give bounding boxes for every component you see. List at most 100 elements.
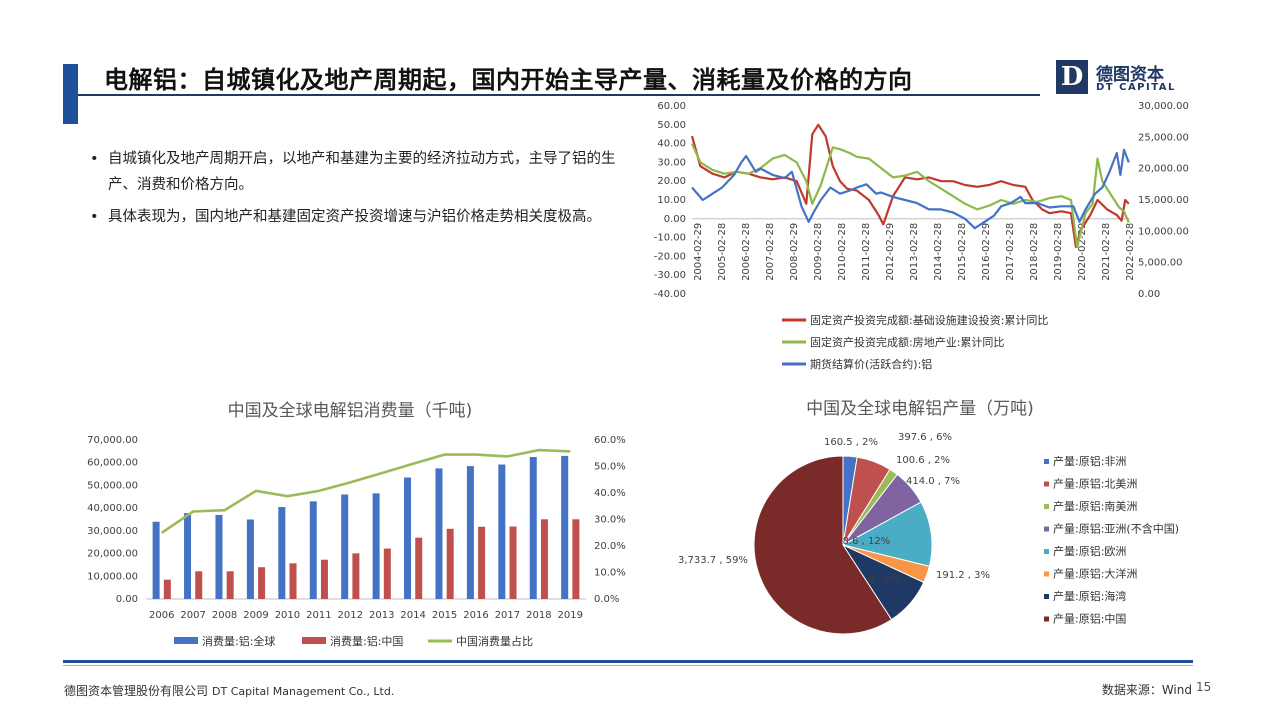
page-number: 15 xyxy=(1196,680,1212,694)
legend-label: 产量:原铝:非洲 xyxy=(1053,454,1126,468)
bar xyxy=(163,579,171,599)
x-tick-label: 2019-02-28 xyxy=(1053,223,1064,281)
legend-label: 产量:原铝:亚洲(不含中国) xyxy=(1053,522,1179,536)
logo-text-en: DT CAPITAL xyxy=(1096,82,1176,93)
x-tick-label: 2011 xyxy=(306,610,331,621)
x-tick-label: 2008-02-29 xyxy=(789,223,800,281)
x-tick-label: 2010-02-28 xyxy=(837,223,848,281)
y-left-tick-label: 0.00 xyxy=(116,594,138,605)
chart-title: 中国及全球电解铝产量（万吨) xyxy=(806,399,1034,419)
bar xyxy=(509,526,517,599)
footer-rule-thin xyxy=(63,665,1193,666)
data-source: 数据来源：Wind xyxy=(1101,683,1192,697)
y-right-tick-label: 20,000.00 xyxy=(1138,164,1189,175)
bar xyxy=(215,514,223,599)
chart-title: 中国及全球电解铝消费量（千吨) xyxy=(228,401,473,421)
footer-company: 德图资本管理股份有限公司 DT Capital Management Co., L… xyxy=(64,682,394,699)
series-line xyxy=(160,448,571,534)
y-right-tick-label: 0.0% xyxy=(594,594,619,605)
x-tick-label: 2012-02-29 xyxy=(885,223,896,281)
pie-data-label: 100.6 , 2% xyxy=(896,455,950,466)
bullet-list: 自城镇化及地产周期开启，以地产和基建为主要的经济拉动方式，主导了铝的生产、消费和… xyxy=(90,146,630,236)
y-left-tick-label: 50.00 xyxy=(657,120,686,131)
bar xyxy=(309,501,317,599)
bar xyxy=(572,519,580,599)
y-left-tick-label: 20,000.00 xyxy=(87,549,138,560)
legend-label: 中国消费量占比 xyxy=(456,634,533,648)
legend-swatch xyxy=(1044,481,1049,487)
y-left-tick-label: 30,000.00 xyxy=(87,526,138,537)
legend-swatch xyxy=(1044,459,1049,464)
legend-swatch xyxy=(1044,526,1049,532)
x-tick-label: 2021-02-28 xyxy=(1101,223,1112,281)
bar xyxy=(258,567,266,599)
pie-data-label: 3,733.7 , 59% xyxy=(678,555,748,566)
y-right-tick-label: 40.0% xyxy=(594,488,626,499)
x-tick-label: 2014-02-28 xyxy=(933,223,944,281)
bar xyxy=(529,457,537,599)
pie-data-label: 414.0 , 7% xyxy=(906,476,960,487)
y-left-tick-label: -40.00 xyxy=(654,289,686,300)
bullet-item: 具体表现为，国内地产和基建固定资产投资增速与沪铝价格走势相关度极高。 xyxy=(90,204,630,230)
company-name-cn: 德图资本管理股份有限公司 xyxy=(64,684,209,698)
company-name-en: DT Capital Management Co., Ltd. xyxy=(212,685,395,698)
company-logo: D 德图资本 DT CAPITAL xyxy=(1056,60,1186,100)
x-tick-label: 2018 xyxy=(526,610,551,621)
page-title: 电解铝：自城镇化及地产周期起，国内开始主导产量、消耗量及价格的方向 xyxy=(104,66,913,94)
series-line xyxy=(690,143,1130,249)
legend-label: 产量:原铝:南美洲 xyxy=(1053,499,1137,513)
x-tick-label: 2013-02-28 xyxy=(909,223,920,281)
bar xyxy=(478,526,486,599)
pie-data-label: 397.6 , 6% xyxy=(898,432,952,443)
legend-label: 消费量:铝:中国 xyxy=(330,634,403,648)
y-left-tick-label: 0.00 xyxy=(664,214,686,225)
x-tick-label: 2009 xyxy=(243,610,268,621)
series-line xyxy=(691,148,1130,230)
bar xyxy=(446,528,454,599)
y-left-tick-label: 40,000.00 xyxy=(87,503,138,514)
pie-data-label: 191.2 , 3% xyxy=(936,570,990,581)
title-rule xyxy=(78,94,1040,96)
y-left-tick-label: 20.00 xyxy=(657,176,686,187)
legend-swatch xyxy=(1044,616,1049,622)
legend-label: 消费量:铝:全球 xyxy=(202,634,275,648)
bar xyxy=(561,455,569,599)
legend-swatch xyxy=(1044,571,1049,577)
legend-label: 固定资产投资完成额:基础设施建设投资:累计同比 xyxy=(810,313,1048,327)
investment-vs-aluminum-price-chart: 60.00 50.00 40.00 30.00 20.00 10.00 0.00 -10.00… xyxy=(654,101,1189,371)
y-left-tick-label: -30.00 xyxy=(654,270,686,281)
legend-label: 产量:原铝:北美洲 xyxy=(1053,477,1137,491)
y-left-tick-label: 30.00 xyxy=(657,157,686,168)
x-tick-label: 2015-02-28 xyxy=(957,223,968,281)
x-tick-label: 2017 xyxy=(495,610,520,621)
bar xyxy=(152,521,160,599)
y-right-tick-label: 5,000.00 xyxy=(1138,258,1183,269)
y-right-tick-label: 10.0% xyxy=(594,568,626,579)
y-right-tick-label: 25,000.00 xyxy=(1138,132,1189,143)
y-right-tick-label: 30.0% xyxy=(594,515,626,526)
bar xyxy=(289,563,297,599)
y-left-tick-label: 50,000.00 xyxy=(87,480,138,491)
x-tick-label: 2018-02-28 xyxy=(1029,223,1040,281)
bar xyxy=(466,466,474,599)
x-tick-label: 2016 xyxy=(463,610,488,621)
y-right-tick-label: 15,000.00 xyxy=(1138,195,1189,206)
x-tick-label: 2019 xyxy=(558,610,583,621)
bar xyxy=(278,507,286,599)
bar xyxy=(226,571,234,599)
bar xyxy=(184,513,192,599)
bar xyxy=(246,519,254,599)
bar xyxy=(404,477,412,599)
y-left-tick-label: -20.00 xyxy=(654,251,686,262)
logo-mark: D xyxy=(1056,60,1088,94)
y-right-tick-label: 10,000.00 xyxy=(1138,226,1189,237)
title-accent-bar xyxy=(63,64,78,124)
pie-slice xyxy=(753,455,893,635)
y-right-tick-label: 50.0% xyxy=(594,462,626,473)
legend-label: 产量:原铝:欧洲 xyxy=(1053,544,1126,558)
x-tick-label: 2016-02-29 xyxy=(981,223,992,281)
legend-swatch xyxy=(1044,549,1049,554)
pie-data-label: 160.5 , 2% xyxy=(824,437,878,448)
footer-rule xyxy=(63,660,1193,663)
y-left-tick-label: -10.00 xyxy=(654,233,686,244)
